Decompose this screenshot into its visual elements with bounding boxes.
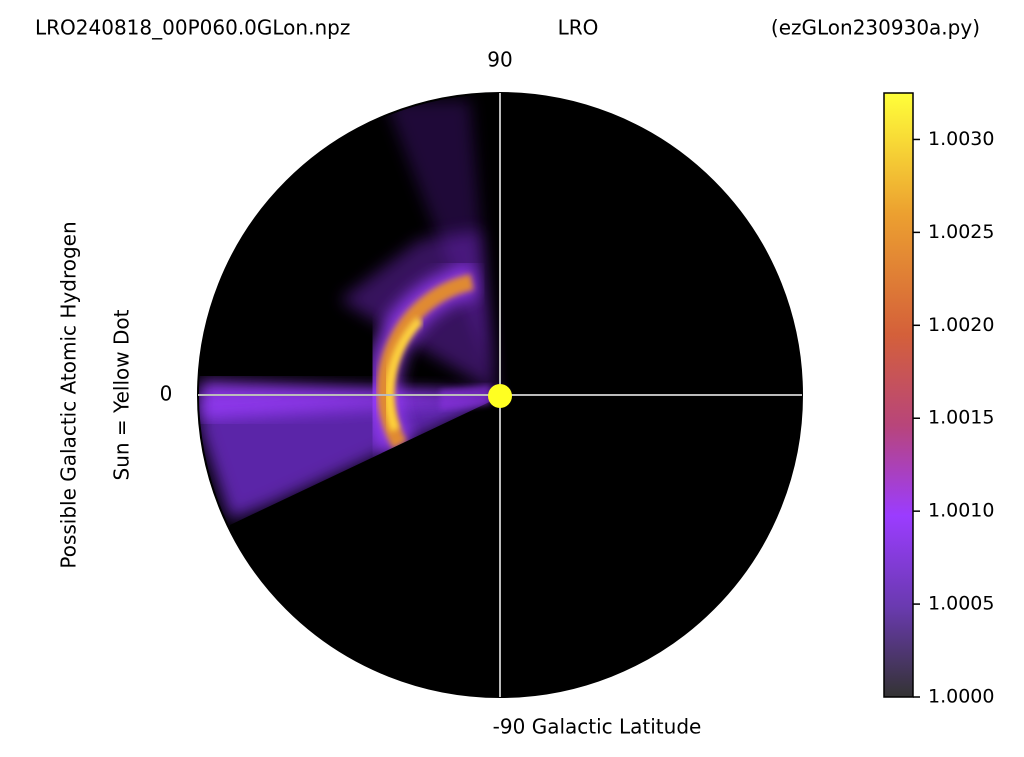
colorbar-tick-label: 1.0010: [928, 500, 994, 522]
left-label: 0: [160, 382, 173, 406]
colorbar-tick-label: 1.0025: [928, 221, 994, 243]
title-script: (ezGLon230930a.py): [771, 16, 980, 40]
sun-dot: [488, 384, 512, 408]
y-label: Sun = Yellow Dot: [110, 309, 134, 480]
title-file: LRO240818_00P060.0GLon.npz: [35, 16, 350, 40]
colorbar-tick-label: 1.0000: [928, 686, 994, 708]
polar-plot: [197, 92, 803, 698]
colorbar-tick-label: 1.0030: [928, 128, 994, 150]
colorbar-tick-label: 1.0020: [928, 314, 994, 336]
colorbar-tick-label: 1.0015: [928, 407, 994, 429]
colorbar: [883, 92, 914, 698]
y-label: Possible Galactic Atomic Hydrogen: [57, 221, 81, 568]
title-telescope: LRO: [558, 16, 599, 40]
bottom-label: -90 Galactic Latitude: [493, 715, 702, 739]
colorbar-tick-label: 1.0005: [928, 593, 994, 615]
top-label: 90: [487, 48, 512, 72]
